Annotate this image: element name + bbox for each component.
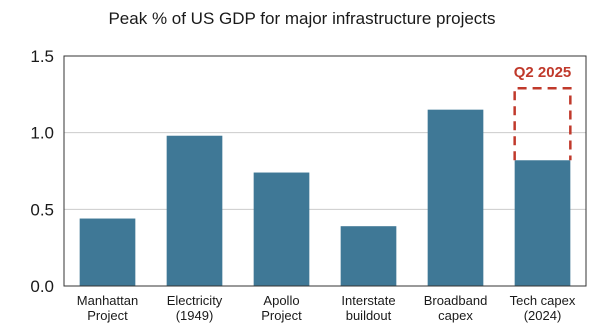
gridlines <box>64 132 586 210</box>
annotation: Q2 2025 <box>513 64 572 161</box>
x-tick-label: Broadband <box>424 293 488 308</box>
x-tick-label: Project <box>261 308 302 323</box>
y-tick-label: 1.0 <box>30 124 54 143</box>
x-tick-label: capex <box>438 308 473 323</box>
chart-title: Peak % of US GDP for major infrastructur… <box>108 9 495 28</box>
projection-outline <box>513 86 572 161</box>
bar <box>79 218 136 286</box>
plot-frame <box>63 55 587 287</box>
x-tick-label: Tech capex <box>510 293 576 308</box>
y-tick-label: 0.0 <box>30 277 54 296</box>
x-tick-label: Project <box>87 308 128 323</box>
y-tick-label: 1.5 <box>30 47 54 66</box>
bar <box>166 135 223 286</box>
x-tick-label: (1949) <box>176 308 214 323</box>
x-tick-label: (2024) <box>524 308 562 323</box>
x-tick-label: Manhattan <box>77 293 138 308</box>
bar <box>427 109 484 287</box>
x-tick-label: Apollo <box>263 293 299 308</box>
bar <box>340 226 397 286</box>
x-tick-label: Interstate <box>341 293 395 308</box>
x-axis-labels: ManhattanProjectElectricity(1949)ApolloP… <box>77 293 576 323</box>
y-tick-label: 0.5 <box>30 200 54 219</box>
annotation-label: Q2 2025 <box>514 64 572 81</box>
bar <box>253 172 310 286</box>
y-axis-ticks: 0.0 0.5 1.0 1.5 <box>30 47 54 296</box>
x-tick-label: Electricity <box>167 293 223 308</box>
bars <box>79 109 571 287</box>
bar <box>514 160 571 286</box>
x-tick-label: buildout <box>346 308 392 323</box>
